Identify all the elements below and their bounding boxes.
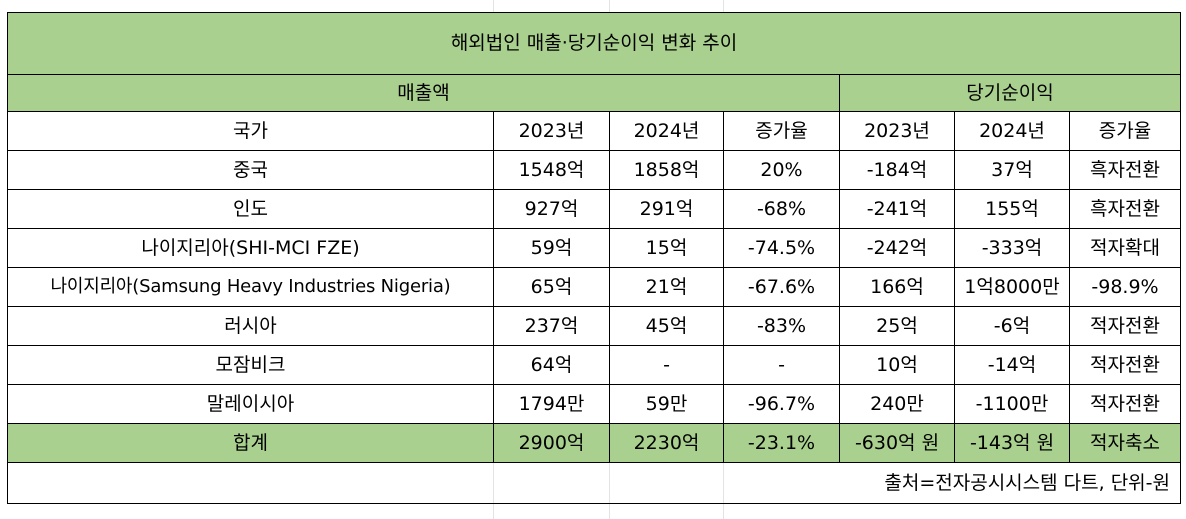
table-row: 인도 927억 291억 -68% -241억 155억 흑자전환 (7, 189, 1181, 229)
column-header-country[interactable]: 국가 (7, 111, 494, 151)
cell-sales-2024[interactable]: 45억 (609, 306, 724, 346)
total-income-2024[interactable]: -143억 원 (954, 423, 1070, 463)
table-row: 러시아 237억 45억 -83% 25억 -6억 적자전환 (7, 306, 1181, 346)
cell-income-2023[interactable]: 166억 (839, 267, 955, 307)
column-header-sales-growth[interactable]: 증가율 (723, 111, 840, 151)
cell-income-2024[interactable]: -1100만 (954, 384, 1070, 424)
cell-country[interactable]: 러시아 (7, 306, 494, 346)
total-sales-2024[interactable]: 2230억 (609, 423, 724, 463)
cell-country[interactable]: 중국 (7, 150, 494, 190)
title-row: 해외법인 매출·당기순이익 변화 추이 (7, 12, 1181, 75)
cell-sales-2023[interactable]: 1548억 (493, 150, 610, 190)
cell-income-2024[interactable]: -14억 (954, 345, 1070, 385)
table-row: 나이지리아(SHI-MCI FZE) 59억 15억 -74.5% -242억 … (7, 228, 1181, 268)
source-row: 출처=전자공시시스템 다트, 단위-원 (7, 462, 1181, 504)
total-row: 합계 2900억 2230억 -23.1% -630억 원 -143억 원 적자… (7, 423, 1181, 463)
cell-income-growth[interactable]: -98.9% (1069, 267, 1181, 307)
total-income-2023[interactable]: -630억 원 (839, 423, 955, 463)
cell-income-growth[interactable]: 흑자전환 (1069, 189, 1181, 229)
table-row: 나이지리아(Samsung Heavy Industries Nigeria) … (7, 267, 1181, 307)
cell-income-2024[interactable]: -333억 (954, 228, 1070, 268)
cell-income-growth[interactable]: 적자전환 (1069, 345, 1181, 385)
cell-country[interactable]: 모잠비크 (7, 345, 494, 385)
cell-country[interactable]: 인도 (7, 189, 494, 229)
cell-sales-2023[interactable]: 927억 (493, 189, 610, 229)
cell-income-2023[interactable]: -184억 (839, 150, 955, 190)
cell-sales-growth[interactable]: -67.6% (723, 267, 840, 307)
cell-income-2024[interactable]: 37억 (954, 150, 1070, 190)
cell-sales-growth[interactable]: -96.7% (723, 384, 840, 424)
cell-income-growth[interactable]: 적자확대 (1069, 228, 1181, 268)
cell-sales-growth[interactable]: 20% (723, 150, 840, 190)
cell-sales-2024[interactable]: 291억 (609, 189, 724, 229)
cell-sales-2024[interactable]: 1858억 (609, 150, 724, 190)
group-header-net-income[interactable]: 당기순이익 (839, 74, 1181, 112)
total-sales-growth[interactable]: -23.1% (723, 423, 840, 463)
total-label[interactable]: 합계 (7, 423, 494, 463)
cell-income-2023[interactable]: 25억 (839, 306, 955, 346)
table-row: 말레이시아 1794만 59만 -96.7% 240만 -1100만 적자전환 (7, 384, 1181, 424)
cell-country[interactable]: 나이지리아(Samsung Heavy Industries Nigeria) (7, 267, 494, 307)
cell-income-2023[interactable]: -242억 (839, 228, 955, 268)
column-header-income-2024[interactable]: 2024년 (954, 111, 1070, 151)
cell-country[interactable]: 말레이시아 (7, 384, 494, 424)
cell-income-2024[interactable]: 1억8000만 (954, 267, 1070, 307)
group-header-row: 매출액 당기순이익 (7, 74, 1181, 112)
total-sales-2023[interactable]: 2900억 (493, 423, 610, 463)
cell-income-2023[interactable]: -241억 (839, 189, 955, 229)
cell-sales-2024[interactable]: - (609, 345, 724, 385)
cell-sales-growth[interactable]: -68% (723, 189, 840, 229)
column-header-row: 국가 2023년 2024년 증가율 2023년 2024년 증가율 (7, 111, 1181, 151)
column-header-income-2023[interactable]: 2023년 (839, 111, 955, 151)
cell-sales-2024[interactable]: 15억 (609, 228, 724, 268)
cell-income-growth[interactable]: 적자전환 (1069, 384, 1181, 424)
cell-sales-2024[interactable]: 59만 (609, 384, 724, 424)
cell-income-2024[interactable]: 155억 (954, 189, 1070, 229)
cell-sales-growth[interactable]: -74.5% (723, 228, 840, 268)
total-income-growth[interactable]: 적자축소 (1069, 423, 1181, 463)
cell-sales-growth[interactable]: - (723, 345, 840, 385)
table-title[interactable]: 해외법인 매출·당기순이익 변화 추이 (7, 12, 1181, 75)
table-row: 모잠비크 64억 - - 10억 -14억 적자전환 (7, 345, 1181, 385)
column-header-sales-2024[interactable]: 2024년 (609, 111, 724, 151)
cell-sales-2024[interactable]: 21억 (609, 267, 724, 307)
cell-income-2023[interactable]: 240만 (839, 384, 955, 424)
cell-income-2023[interactable]: 10억 (839, 345, 955, 385)
cell-sales-growth[interactable]: -83% (723, 306, 840, 346)
cell-sales-2023[interactable]: 237억 (493, 306, 610, 346)
group-header-sales[interactable]: 매출액 (7, 74, 840, 112)
cell-sales-2023[interactable]: 59억 (493, 228, 610, 268)
cell-sales-2023[interactable]: 64억 (493, 345, 610, 385)
cell-income-2024[interactable]: -6억 (954, 306, 1070, 346)
table-row: 중국 1548억 1858억 20% -184억 37억 흑자전환 (7, 150, 1181, 190)
column-header-income-growth[interactable]: 증가율 (1069, 111, 1181, 151)
cell-income-growth[interactable]: 흑자전환 (1069, 150, 1181, 190)
cell-income-growth[interactable]: 적자전환 (1069, 306, 1181, 346)
overseas-subsidiary-table: 해외법인 매출·당기순이익 변화 추이 매출액 당기순이익 국가 2023년 2… (7, 12, 1181, 504)
cell-sales-2023[interactable]: 1794만 (493, 384, 610, 424)
source-note[interactable]: 출처=전자공시시스템 다트, 단위-원 (7, 462, 1181, 504)
cell-sales-2023[interactable]: 65억 (493, 267, 610, 307)
cell-country[interactable]: 나이지리아(SHI-MCI FZE) (7, 228, 494, 268)
column-header-sales-2023[interactable]: 2023년 (493, 111, 610, 151)
